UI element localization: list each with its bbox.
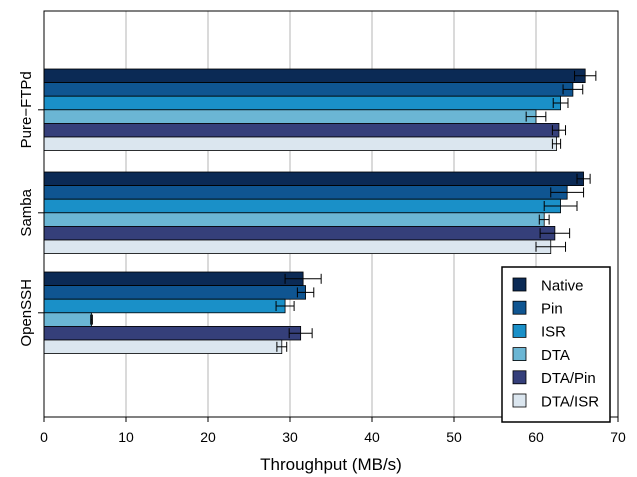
x-axis-title: Throughput (MB/s)	[260, 455, 402, 474]
legend-swatch	[512, 393, 527, 408]
axis-labels: 0 10 20 30 40 50 60 70 Pure−FTPd Samba OpenSSH	[18, 71, 626, 445]
bar	[43, 198, 561, 214]
x-tick-label: 50	[446, 429, 462, 445]
x-tick-label: 20	[200, 429, 216, 445]
bar	[43, 312, 92, 327]
bar	[43, 298, 286, 314]
x-tick-label: 70	[610, 429, 626, 445]
category-label: OpenSSH	[18, 279, 35, 347]
legend-swatch	[512, 300, 527, 315]
legend-label: ISR	[541, 324, 566, 341]
legend-label: DTA/ISR	[541, 393, 599, 410]
bar	[43, 325, 302, 341]
bar	[43, 225, 556, 241]
bar	[43, 212, 545, 227]
bar	[43, 171, 584, 187]
x-tick-label: 40	[364, 429, 380, 445]
x-tick-label: 60	[528, 429, 544, 445]
bar	[43, 239, 552, 255]
x-tick-label: 0	[40, 429, 48, 445]
legend: Native Pin ISR DTA DTA/Pin DTA/ISR	[501, 266, 611, 423]
category-label: Pure−FTPd	[18, 71, 35, 148]
bar	[43, 95, 561, 111]
bars	[43, 68, 597, 355]
bar	[43, 339, 283, 355]
x-tick-label: 10	[118, 429, 134, 445]
plot-frame	[43, 10, 619, 418]
category-label: Samba	[18, 188, 35, 236]
legend-label: DTA	[541, 347, 570, 364]
legend-label: DTA/Pin	[541, 370, 596, 387]
legend-swatch	[512, 370, 527, 385]
legend-label: Pin	[541, 300, 563, 317]
bar	[43, 271, 304, 287]
bar	[43, 285, 306, 300]
legend-swatch	[512, 323, 527, 338]
bar	[43, 136, 557, 152]
axes	[38, 10, 619, 422]
bar	[43, 123, 560, 138]
legend-swatch	[512, 277, 527, 292]
bar	[43, 68, 586, 84]
bar	[43, 185, 568, 200]
legend-swatch	[512, 347, 527, 362]
x-tick-label: 30	[282, 429, 298, 445]
bar	[43, 82, 574, 97]
legend-label: Native	[541, 277, 584, 294]
bar	[43, 109, 537, 124]
